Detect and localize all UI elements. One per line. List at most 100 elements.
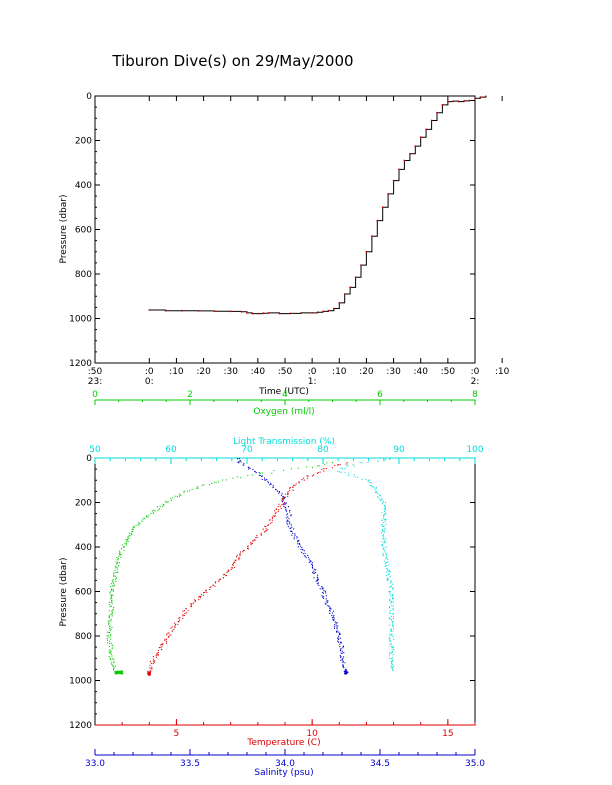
transmission-point — [392, 625, 394, 628]
transmission-point — [392, 601, 394, 603]
transmission-point — [390, 595, 392, 597]
oxygen-point — [110, 638, 112, 640]
transmission-point — [390, 615, 392, 617]
oxygen-point — [108, 622, 110, 624]
transmission-point — [389, 645, 391, 647]
transmission-point — [361, 478, 363, 480]
salinity-point — [294, 534, 296, 536]
transmission-point — [383, 554, 385, 557]
salinity-point — [279, 491, 281, 493]
salinity-point — [339, 637, 341, 639]
temperature-point — [174, 625, 176, 627]
temperature-point — [194, 601, 196, 603]
transmission-point — [381, 503, 383, 505]
pressure-time-point — [398, 168, 400, 171]
salinity-point — [287, 526, 289, 528]
temperature-point — [146, 672, 149, 674]
oxygen-point — [108, 623, 110, 625]
salinity-point — [293, 536, 295, 538]
salinity-point — [322, 591, 324, 594]
oxygen-point — [133, 525, 135, 528]
pressure-time-point — [311, 312, 313, 314]
temperature-point — [182, 614, 184, 616]
temperature-point — [277, 510, 279, 512]
salinity-point — [332, 616, 334, 618]
oxygen-point — [110, 620, 112, 622]
oxygen-point — [110, 628, 112, 630]
oxygen-point — [123, 549, 125, 552]
temperature-point — [187, 610, 189, 612]
temperature-point — [271, 516, 273, 518]
oxygen-tick-label: 2 — [187, 390, 193, 400]
oxygen-point — [196, 487, 198, 489]
pressure-time-point — [213, 310, 216, 313]
transmission-point — [383, 500, 385, 502]
oxygen-point — [108, 645, 111, 648]
bottom-y-tick-label: 800 — [75, 632, 92, 642]
salinity-point — [316, 579, 318, 581]
oxygen-point — [110, 594, 112, 596]
temperature-point — [199, 596, 201, 598]
oxygen-point — [120, 554, 122, 556]
temperature-point — [325, 467, 327, 470]
transmission-point — [378, 497, 380, 499]
top-x-tick-label: :30 — [386, 367, 401, 377]
temperature-point — [256, 534, 258, 537]
oxygen-point — [111, 598, 113, 600]
top-y-tick-label: 0 — [86, 92, 92, 102]
pressure-time-point — [392, 179, 395, 182]
transmission-point — [392, 654, 394, 656]
pressure-time-point — [425, 128, 427, 131]
transmission-point — [393, 638, 395, 640]
salinity-point — [315, 580, 317, 583]
temperature-point — [301, 479, 303, 481]
transmission-point — [367, 479, 369, 481]
pressure-time-point — [463, 100, 465, 102]
salinity-point — [341, 658, 343, 661]
oxygen-point — [143, 517, 145, 519]
transmission-point — [375, 491, 377, 493]
salinity-point — [327, 600, 329, 602]
salinity-point — [299, 545, 301, 547]
oxygen-point — [259, 472, 262, 474]
transmission-point — [392, 596, 394, 598]
transmission-point — [391, 661, 393, 663]
transmission-point — [391, 600, 393, 603]
salinity-point — [337, 625, 339, 627]
oxygen-point — [125, 542, 128, 544]
temperature-point — [178, 621, 180, 623]
salinity-point — [340, 642, 343, 644]
temperature-point — [251, 542, 253, 545]
temperature-point — [164, 639, 166, 642]
salinity-point — [296, 537, 298, 539]
transmission-point — [385, 541, 387, 543]
oxygen-point — [297, 467, 299, 469]
transmission-point — [389, 618, 391, 620]
salinity-point — [266, 479, 268, 481]
transmission-point — [385, 555, 387, 557]
oxygen-floor-point — [118, 671, 121, 673]
top-x-tick-label: :0 — [308, 367, 317, 377]
salinity-point — [264, 477, 266, 479]
transmission-point — [383, 525, 385, 528]
oxygen-point — [110, 601, 112, 603]
oxygen-point — [109, 598, 112, 600]
temperature-point — [260, 534, 262, 536]
transmission-point — [384, 510, 386, 513]
temperature-point — [204, 591, 206, 594]
oxygen-profile — [106, 462, 334, 675]
oxygen-point — [183, 491, 185, 493]
transmission-point — [381, 519, 383, 521]
temperature-point — [294, 484, 296, 487]
temperature-axis: 5 10 15 — [95, 719, 476, 739]
temperature-point — [174, 627, 176, 629]
oxygen-point — [109, 635, 112, 637]
oxygen-floor-point — [118, 672, 121, 675]
bottom-y-tick-label: 1200 — [69, 721, 92, 731]
transmission-point — [388, 606, 390, 608]
oxygen-point — [108, 610, 110, 612]
salinity-point — [307, 556, 310, 558]
oxygen-point — [311, 466, 314, 469]
transmission-point — [382, 529, 384, 532]
temperature-point — [153, 658, 155, 660]
